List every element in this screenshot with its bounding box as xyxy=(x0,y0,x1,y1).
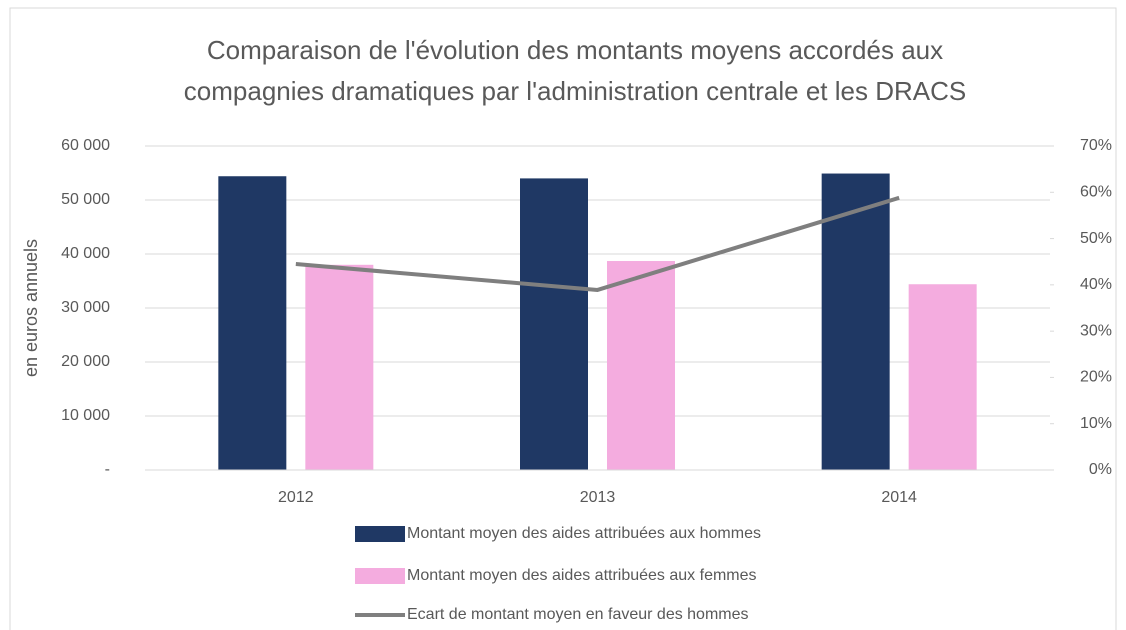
bar xyxy=(520,178,588,470)
x-tick-label: 2013 xyxy=(580,489,616,506)
y2-tick-label: 50% xyxy=(1080,230,1112,247)
y2-tick-label: 20% xyxy=(1080,369,1112,386)
x-tick-label: 2012 xyxy=(278,489,314,506)
chart-frame xyxy=(9,7,1117,630)
bar xyxy=(821,173,890,471)
y-tick-label: 10 000 xyxy=(61,407,110,424)
y2-tick-label: 10% xyxy=(1080,415,1112,432)
bar xyxy=(908,284,977,470)
y-axis-title: en euros annuels xyxy=(21,239,41,377)
y-tick-label: 30 000 xyxy=(61,299,110,316)
y2-tick-label: 0% xyxy=(1089,461,1112,478)
y2-tick-label: 30% xyxy=(1080,322,1112,339)
y2-tick-label: 70% xyxy=(1080,137,1112,154)
legend-label: Montant moyen des aides attribuées aux f… xyxy=(407,567,757,584)
chart-title: Comparaison de l'évolution des montants … xyxy=(183,35,967,106)
y-tick-label: 60 000 xyxy=(61,137,110,154)
y-tick-label: 20 000 xyxy=(61,353,110,370)
line xyxy=(295,195,900,292)
legend-label: Montant moyen des aides attribuées aux h… xyxy=(407,525,761,542)
bar xyxy=(218,176,287,471)
legend-label: Ecart de montant moyen en faveur des hom… xyxy=(407,606,749,623)
legend-swatch xyxy=(355,568,405,584)
legend-swatch xyxy=(355,526,405,542)
y-tick-label: 40 000 xyxy=(61,245,110,262)
y2-tick-label: 60% xyxy=(1080,184,1112,201)
y2-tick-label: 40% xyxy=(1080,276,1112,293)
x-tick-label: 2014 xyxy=(881,489,917,506)
y-tick-label: - xyxy=(105,461,110,478)
bar xyxy=(305,264,374,470)
bar xyxy=(607,261,675,470)
y-tick-label: 50 000 xyxy=(61,191,110,208)
